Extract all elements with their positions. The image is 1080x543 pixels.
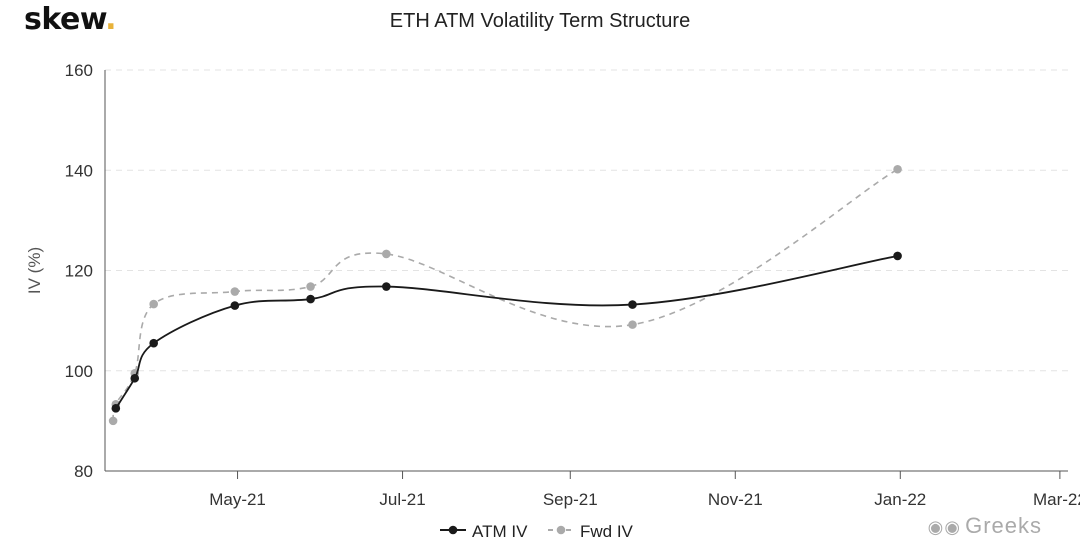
logo-dot: . [105, 2, 117, 37]
data-point-fwd-iv [382, 249, 391, 259]
legend: ATM IV Fwd IV [440, 522, 634, 541]
watermark: ◉◉ Greeks [928, 513, 1042, 539]
watermark-text: Greeks [965, 513, 1042, 538]
legend-marker-atm-iv [448, 525, 458, 535]
skew-logo: skew. [24, 2, 117, 37]
x-tick-label-Jul-21: Jul-21 [379, 490, 425, 509]
data-point-atm-iv [382, 282, 391, 291]
y-axis-title: IV (%) [25, 247, 44, 294]
wechat-icon: ◉◉ [927, 517, 962, 537]
x-tick-label-Jan-22: Jan-22 [874, 490, 926, 509]
legend-marker-fwd-iv [556, 525, 566, 535]
series-lines [108, 164, 902, 426]
data-point-atm-iv [893, 251, 902, 261]
data-point-atm-iv [230, 301, 240, 310]
data-point-fwd-iv [230, 287, 240, 296]
chart-title: ETH ATM Volatility Term Structure [389, 10, 691, 32]
axes: 80 100 120 140 160 May-21 Jul-21 Sep-21 Nov-21 Ja… [65, 61, 1080, 509]
data-point-atm-iv [130, 373, 140, 383]
data-point-fwd-iv [108, 416, 118, 426]
data-point-fwd-iv [628, 320, 637, 329]
data-point-atm-iv [628, 300, 637, 309]
y-tick-label-100: 100 [65, 362, 93, 381]
data-point-fwd-iv [306, 282, 315, 291]
y-tick-label-140: 140 [65, 161, 93, 180]
x-tick-label-May-21: May-21 [209, 490, 266, 509]
legend-item-fwd-iv[interactable]: Fwd IV [548, 522, 634, 541]
y-tick-label-80: 80 [74, 462, 93, 481]
x-tick-label-Nov-21: Nov-21 [708, 490, 763, 509]
logo-text: skew [24, 2, 106, 37]
legend-label-atm-iv: ATM IV [472, 522, 528, 541]
x-tick-label-Mar-22: Mar-22 [1033, 490, 1080, 509]
data-point-fwd-iv [893, 164, 902, 174]
data-point-atm-iv [306, 294, 315, 304]
series-line-atm-iv [115, 255, 898, 409]
data-point-fwd-iv [149, 299, 158, 309]
data-point-atm-iv [111, 404, 121, 413]
series-line-fwd-iv [112, 168, 898, 422]
legend-label-fwd-iv: Fwd IV [580, 522, 634, 541]
data-point-atm-iv [149, 338, 158, 348]
x-tick-label-Sep-21: Sep-21 [543, 490, 598, 509]
y-tick-label-160: 160 [65, 61, 93, 80]
legend-item-atm-iv[interactable]: ATM IV [440, 522, 528, 541]
y-tick-label-120: 120 [65, 262, 93, 281]
